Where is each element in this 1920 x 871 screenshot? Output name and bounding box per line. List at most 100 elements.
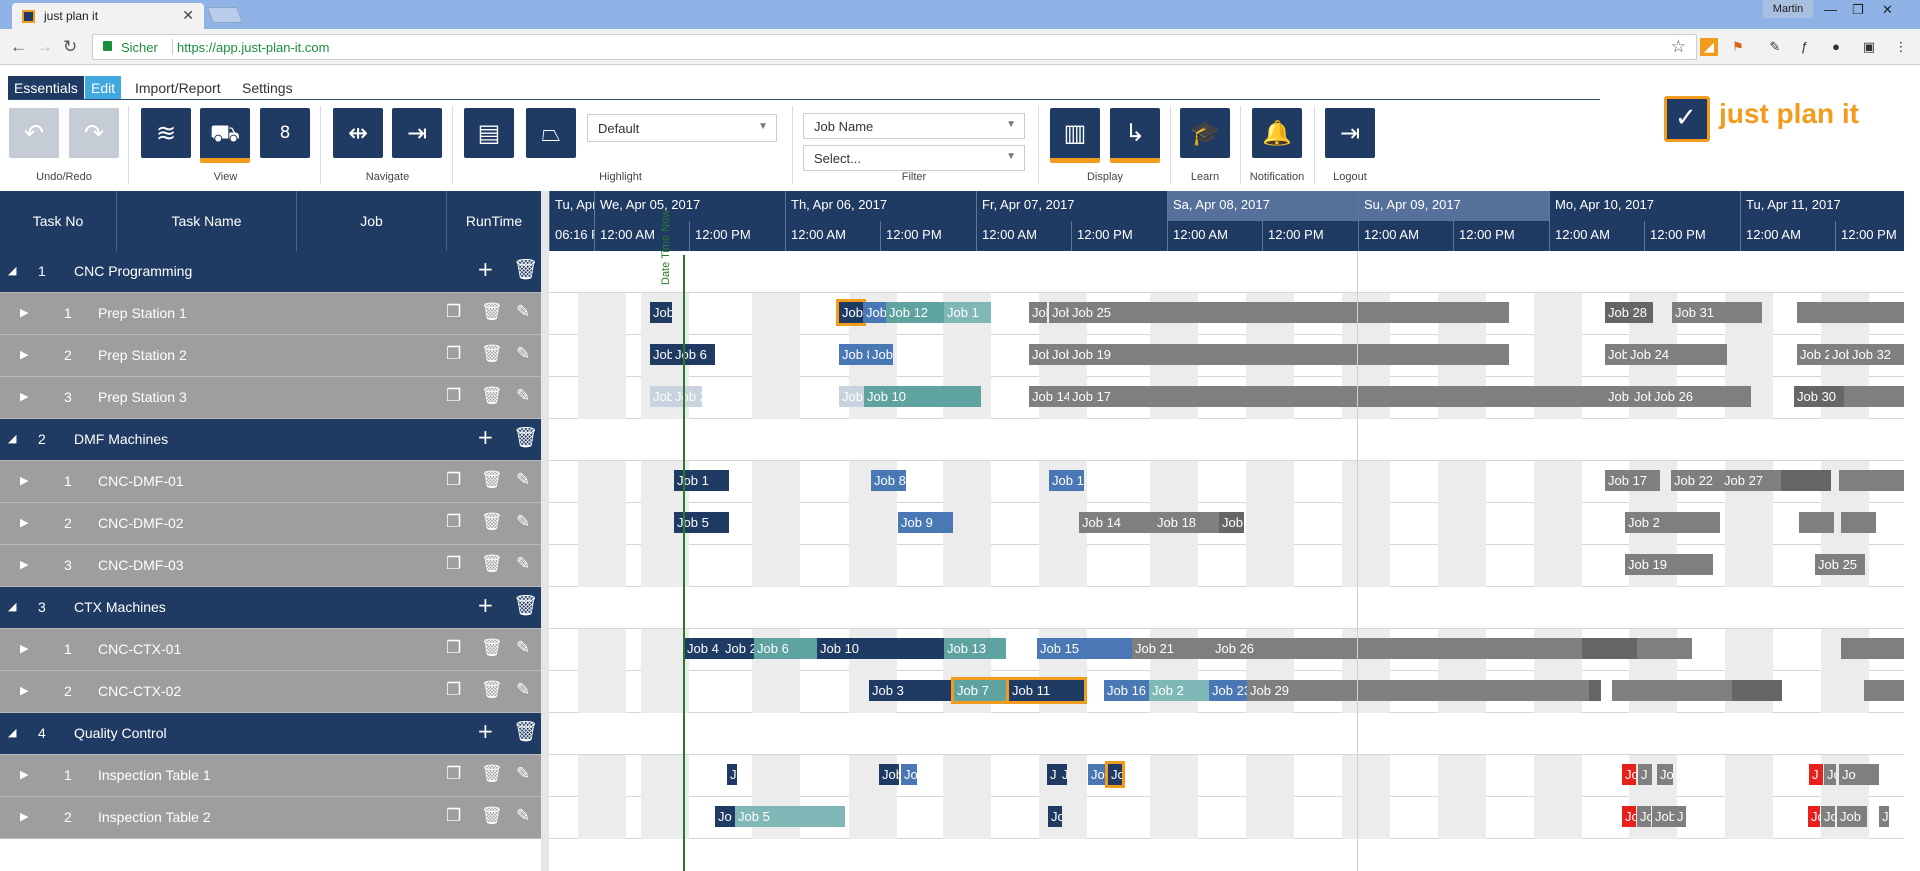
- job-bar[interactable]: J: [1809, 764, 1823, 785]
- add-icon[interactable]: +: [477, 593, 494, 617]
- collapsed-triangle-icon[interactable]: ▶: [20, 475, 29, 487]
- job-bar[interactable]: Job 6: [754, 638, 817, 659]
- job-bar[interactable]: Job 2: [1149, 680, 1209, 701]
- expand-timeline-button[interactable]: ⇹: [333, 108, 383, 158]
- trash-icon[interactable]: 🗑: [481, 386, 503, 406]
- trash-icon[interactable]: 🗑: [481, 554, 503, 574]
- job-bar[interactable]: Job 23: [1209, 680, 1247, 701]
- profile-badge[interactable]: Martin: [1763, 0, 1813, 18]
- edit-pencil-icon[interactable]: ✎: [516, 638, 531, 658]
- job-bar[interactable]: Job 9: [898, 512, 953, 533]
- copy-icon[interactable]: ❐: [446, 806, 462, 826]
- resource-row[interactable]: ▶ 1 CNC-DMF-01 ❐ 🗑 ✎: [0, 461, 541, 503]
- calendar-button[interactable]: 8: [260, 108, 310, 158]
- display-bars-button[interactable]: ▥: [1050, 108, 1100, 163]
- reload-icon[interactable]: ↻: [63, 37, 78, 56]
- expanded-triangle-icon[interactable]: ◢: [8, 727, 17, 739]
- extension-icon[interactable]: ▣: [1862, 39, 1876, 54]
- job-bar[interactable]: [1582, 638, 1637, 659]
- resource-row[interactable]: ▶ 2 CNC-CTX-02 ❐ 🗑 ✎: [0, 671, 541, 713]
- job-bar[interactable]: Job 26: [1651, 386, 1751, 407]
- edit-pencil-icon[interactable]: ✎: [516, 764, 531, 784]
- job-bar[interactable]: Job 2: [1797, 344, 1829, 365]
- resources-view-button[interactable]: ⛟: [200, 108, 250, 163]
- job-bar[interactable]: Job 3: [869, 680, 954, 701]
- job-bar[interactable]: Job: [839, 386, 864, 407]
- close-window-icon[interactable]: ✕: [1882, 2, 1893, 17]
- job-bar[interactable]: Job 13: [944, 638, 1006, 659]
- job-bar[interactable]: [1841, 512, 1876, 533]
- edit-pencil-icon[interactable]: ✎: [516, 806, 531, 826]
- notification-button[interactable]: 🔔: [1252, 108, 1302, 158]
- resource-row[interactable]: ▶ 3 Prep Station 3 ❐ 🗑 ✎: [0, 377, 541, 419]
- add-icon[interactable]: +: [477, 425, 494, 449]
- browser-tab[interactable]: just plan it ✕: [12, 3, 204, 29]
- job-bar[interactable]: Job 30: [1794, 386, 1844, 407]
- job-bar[interactable]: Job: [1029, 344, 1049, 365]
- highlight-select[interactable]: Default ▼: [587, 114, 777, 142]
- job-bar[interactable]: Job 8: [839, 344, 869, 365]
- job-bar[interactable]: Job 25: [1069, 302, 1509, 323]
- collapsed-triangle-icon[interactable]: ▶: [20, 643, 29, 655]
- job-bar[interactable]: [1781, 470, 1831, 491]
- trash-icon[interactable]: 🗑: [481, 512, 503, 532]
- job-bar[interactable]: Jo: [1839, 764, 1879, 785]
- job-bar[interactable]: J: [1047, 764, 1059, 785]
- group-row[interactable]: ◢ 3 CTX Machines + 🗑: [0, 587, 541, 629]
- job-bar[interactable]: Job 19: [1069, 344, 1509, 365]
- job-bar[interactable]: [1839, 470, 1904, 491]
- job-bar[interactable]: Job 10: [817, 638, 944, 659]
- job-bar[interactable]: Job: [839, 302, 863, 323]
- job-bar[interactable]: Job 19: [1625, 554, 1713, 575]
- edit-pencil-icon[interactable]: ✎: [516, 344, 531, 364]
- job-bar[interactable]: Jo: [1088, 764, 1108, 785]
- job-bar[interactable]: [1637, 638, 1692, 659]
- job-bar[interactable]: Job 7: [954, 680, 1009, 701]
- menu-icon[interactable]: ⋮: [1894, 39, 1908, 54]
- expanded-triangle-icon[interactable]: ◢: [8, 433, 17, 445]
- resource-row[interactable]: ▶ 2 Prep Station 2 ❐ 🗑 ✎: [0, 335, 541, 377]
- url-text[interactable]: https://app.just-plan-it.com: [177, 40, 330, 55]
- job-bar[interactable]: Job 8: [871, 470, 906, 491]
- job-bar[interactable]: J: [1879, 806, 1889, 827]
- trash-icon[interactable]: 🗑: [513, 425, 539, 449]
- collapsed-triangle-icon[interactable]: ▶: [20, 349, 29, 361]
- job-bar[interactable]: Job 18: [1029, 302, 1047, 323]
- redo-button[interactable]: ↷: [69, 108, 119, 158]
- copy-icon[interactable]: ❐: [446, 302, 462, 322]
- job-bar[interactable]: Jo: [715, 806, 735, 827]
- extension-icon[interactable]: ●: [1832, 39, 1840, 54]
- resource-row[interactable]: ▶ 2 Inspection Table 2 ❐ 🗑 ✎: [0, 797, 541, 839]
- add-icon[interactable]: +: [477, 719, 494, 743]
- job-bar[interactable]: [1612, 680, 1647, 701]
- edit-pencil-icon[interactable]: ✎: [516, 680, 531, 700]
- column-header-job[interactable]: Job: [297, 191, 447, 251]
- job-bar[interactable]: [1797, 302, 1829, 323]
- filter-value-select[interactable]: Select... ▼: [803, 145, 1025, 171]
- minimize-icon[interactable]: —: [1824, 2, 1837, 17]
- trash-icon[interactable]: 🗑: [513, 257, 539, 281]
- trash-icon[interactable]: 🗑: [481, 680, 503, 700]
- learn-button[interactable]: 🎓: [1180, 108, 1230, 158]
- filter-field-select[interactable]: Job Name ▼: [803, 113, 1025, 139]
- job-bar[interactable]: Job 2: [1605, 344, 1627, 365]
- job-bar[interactable]: J: [1638, 764, 1652, 785]
- copy-icon[interactable]: ❐: [446, 638, 462, 658]
- job-bar[interactable]: [1844, 386, 1904, 407]
- job-bar[interactable]: Jo: [1808, 806, 1820, 827]
- job-bar[interactable]: [1589, 680, 1601, 701]
- job-bar[interactable]: Job 6: [672, 344, 715, 365]
- job-bar[interactable]: Job 25: [1815, 554, 1865, 575]
- perspective-button[interactable]: ⏢: [526, 108, 576, 158]
- copy-icon[interactable]: ❐: [446, 554, 462, 574]
- job-bar[interactable]: Job 2: [672, 386, 702, 407]
- copy-icon[interactable]: ❐: [446, 470, 462, 490]
- job-bar[interactable]: Job 24: [1627, 344, 1727, 365]
- resource-row[interactable]: ▶ 3 CNC-DMF-03 ❐ 🗑 ✎: [0, 545, 541, 587]
- expanded-triangle-icon[interactable]: ◢: [8, 601, 17, 613]
- copy-icon[interactable]: ❐: [446, 764, 462, 784]
- collapsed-triangle-icon[interactable]: ▶: [20, 559, 29, 571]
- column-header-runtime[interactable]: RunTime: [465, 213, 523, 229]
- column-header-task-no[interactable]: Task No: [0, 191, 117, 251]
- trash-icon[interactable]: 🗑: [481, 344, 503, 364]
